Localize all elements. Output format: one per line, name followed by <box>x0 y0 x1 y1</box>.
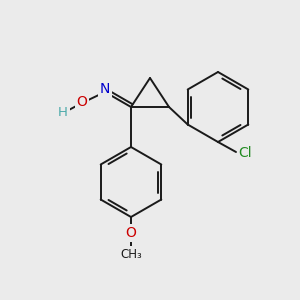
Text: CH₃: CH₃ <box>120 248 142 260</box>
Text: N: N <box>100 82 110 96</box>
Text: Cl: Cl <box>238 146 252 160</box>
Text: O: O <box>76 95 87 109</box>
Text: H: H <box>58 106 68 118</box>
Text: O: O <box>126 226 136 240</box>
